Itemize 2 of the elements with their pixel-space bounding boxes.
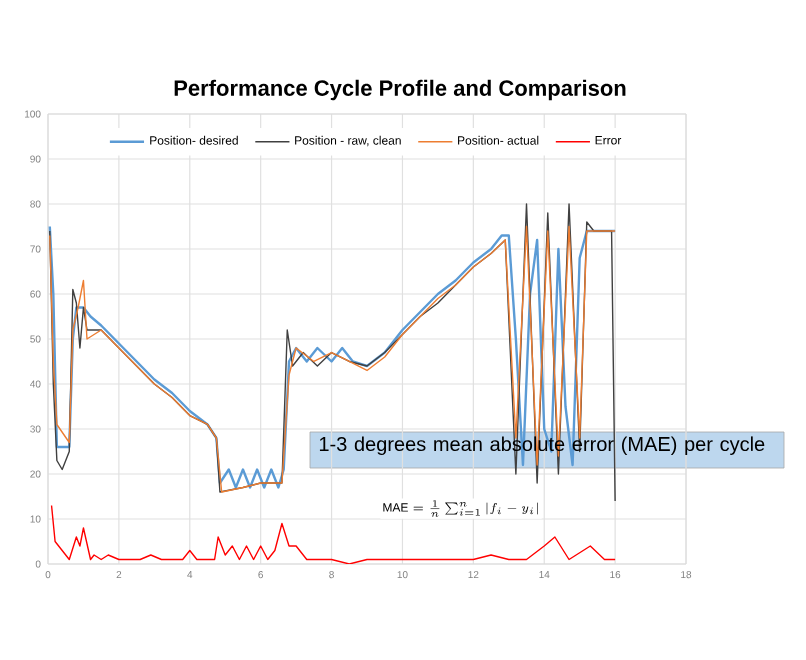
- chart-title: Performance Cycle Profile and Comparison: [174, 79, 626, 101]
- annotation: $\mathrm{MAE}=\frac{1}{n}\sum_{i=1}^{n}|f_i-y_i|$: [383, 500, 538, 517]
